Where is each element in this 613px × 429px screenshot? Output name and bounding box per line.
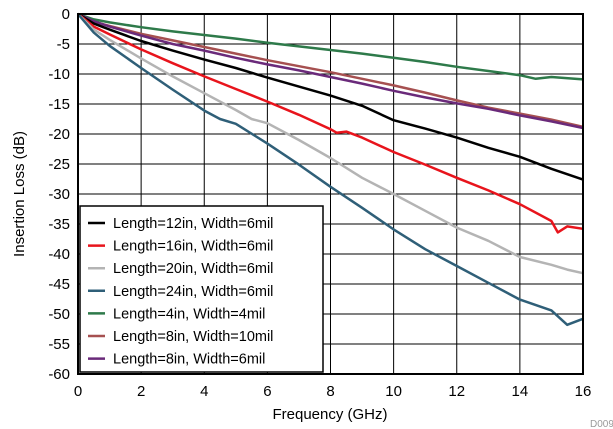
x-tick-label: 14 [512,383,529,400]
series-line-2 [77,13,584,275]
series-line-0 [77,12,584,181]
legend-entry-3: Length=24in, Width=6mil [113,284,273,300]
y-tick-label: 0 [62,6,70,23]
y-tick-label: -40 [48,246,70,263]
x-tick-label: 6 [263,383,271,400]
y-tick-label: -10 [48,66,70,83]
x-tick-label: 10 [385,383,402,400]
y-tick-label: -15 [48,96,70,113]
tick-labels: 0 2 4 6 8 10 12 14 16 0 -5 -10 -15 -20 -25 -30 -35 -40 -45… [48,6,591,400]
series-line-1 [77,13,584,234]
y-tick-label: -60 [48,366,70,383]
legend-entry-6: Length=8in, Width=6mil [113,352,265,368]
y-tick-label: -55 [48,336,70,353]
legend-entry-4: Length=4in, Width=4mil [113,306,265,322]
legend-box [79,205,324,373]
series-line-5 [77,12,584,129]
legend-entry-1: Length=16in, Width=6mil [113,239,273,255]
series-lines [77,12,584,327]
series-line-4 [77,12,584,81]
x-tick-label: 8 [326,383,334,400]
figure-note: D009 [590,419,613,429]
y-tick-label: -35 [48,216,70,233]
y-tick-label: -25 [48,156,70,173]
plot-area-border [77,13,584,375]
y-axis-label: Insertion Loss (dB) [11,131,28,257]
legend-entry-0: Length=12in, Width=6mil [113,216,273,232]
y-tick-label: -20 [48,126,70,143]
x-tick-label: 12 [448,383,465,400]
x-tick-label: 0 [74,383,82,400]
legend: Length=12in, Width=6mil Length=16in, Widt… [79,205,324,373]
y-tick-label: -5 [57,36,70,53]
y-tick-label: -50 [48,306,70,323]
legend-entry-2: Length=20in, Width=6mil [113,261,273,277]
y-tick-label: -45 [48,276,70,293]
x-tick-label: 4 [200,383,208,400]
series-line-3 [77,13,584,327]
x-tick-label: 2 [137,383,145,400]
series-line-6 [77,12,584,130]
x-axis-label: Frequency (GHz) [272,406,387,423]
legend-entry-5: Length=8in, Width=10mil [113,329,273,345]
x-tick-label: 16 [575,383,592,400]
y-tick-label: -30 [48,186,70,203]
